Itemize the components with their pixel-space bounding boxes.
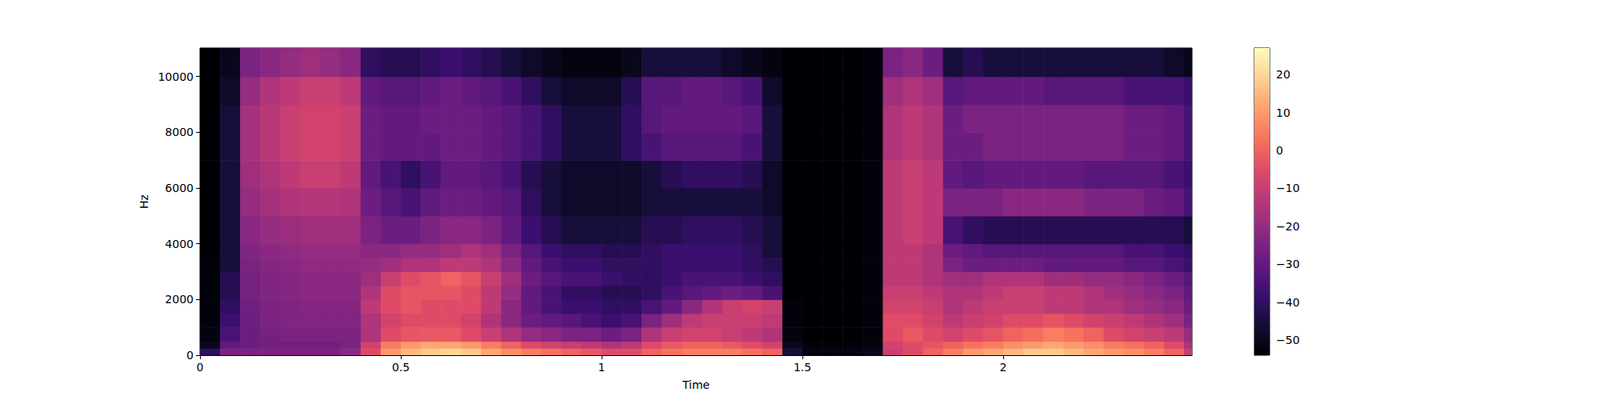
svg-text:−50: −50 <box>1276 333 1300 347</box>
svg-text:10: 10 <box>1276 106 1291 120</box>
svg-text:−10: −10 <box>1276 181 1300 195</box>
svg-text:1.5: 1.5 <box>793 360 812 374</box>
svg-text:−30: −30 <box>1276 257 1300 271</box>
svg-text:0: 0 <box>1276 144 1284 157</box>
svg-text:20: 20 <box>1276 68 1291 81</box>
svg-text:6000: 6000 <box>164 181 194 195</box>
svg-text:Time: Time <box>681 378 710 392</box>
svg-text:0.5: 0.5 <box>392 360 410 374</box>
svg-text:−20: −20 <box>1276 220 1300 233</box>
svg-text:1: 1 <box>598 360 606 374</box>
svg-text:0: 0 <box>196 360 204 374</box>
svg-text:Hz: Hz <box>137 194 151 209</box>
svg-text:8000: 8000 <box>164 125 194 139</box>
svg-text:2000: 2000 <box>164 292 194 306</box>
svg-text:4000: 4000 <box>164 237 194 251</box>
svg-text:2: 2 <box>1000 360 1008 374</box>
svg-text:10000: 10000 <box>157 70 194 84</box>
svg-text:−40: −40 <box>1276 296 1300 309</box>
svg-text:0: 0 <box>186 348 194 362</box>
